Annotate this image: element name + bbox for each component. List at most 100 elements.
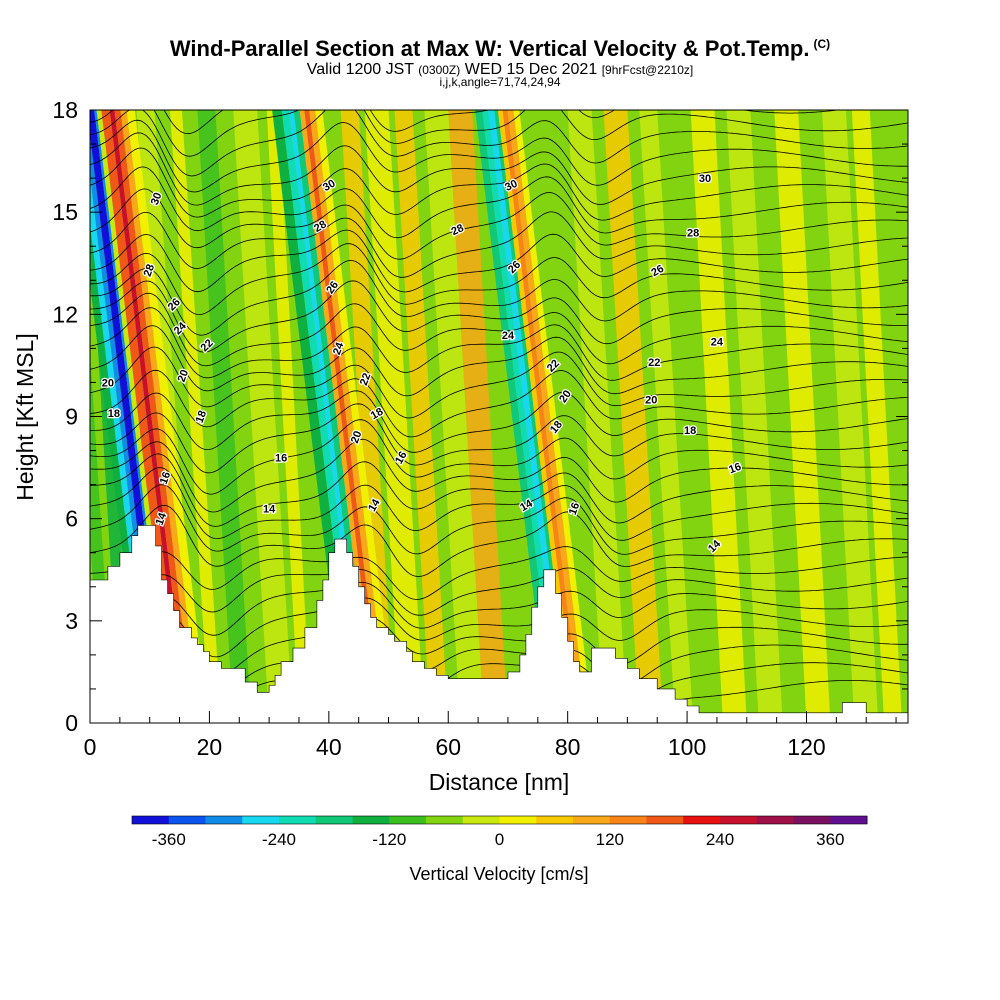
x-tick-label: 100	[668, 734, 706, 760]
velocity-band	[822, 110, 879, 723]
theta-contour	[90, 567, 908, 616]
contour-label-text: 30	[699, 173, 711, 185]
contour-label-text: 28	[142, 263, 157, 279]
theta-contour	[90, 325, 908, 397]
colorbar-swatch	[609, 816, 647, 824]
contour-label: 18	[107, 407, 122, 422]
contour-label: 20	[174, 367, 192, 385]
colorbar-swatch	[205, 816, 243, 824]
contour-label: 20	[644, 393, 659, 408]
contour-label-text: 16	[275, 452, 287, 464]
colorbar-swatch	[573, 816, 611, 824]
y-tick-label: 12	[52, 301, 78, 327]
y-tick-label: 18	[52, 97, 78, 123]
velocity-band	[101, 110, 184, 723]
theta-contour	[90, 243, 908, 316]
copyright-mark: (C)	[813, 36, 831, 51]
chart-subtitle: Valid 1200 JST (0300Z) WED 15 Dec 2021 […	[0, 61, 1000, 79]
theta-contour	[90, 369, 908, 438]
contour-label-text: 20	[349, 429, 364, 445]
y-axis-label: Height [Kft MSL]	[12, 333, 38, 500]
colorbar-tick-label: 360	[816, 830, 844, 849]
velocity-band	[851, 110, 903, 723]
theta-contour	[90, 132, 908, 206]
chart-title: Wind-Parallel Section at Max W: Vertical…	[0, 36, 1000, 62]
colorbar-tick-label: -120	[372, 830, 406, 849]
colorbar-tick-label: -240	[262, 830, 296, 849]
contour-label-text: 14	[263, 504, 276, 516]
colorbar-swatch	[315, 816, 353, 824]
contour-label-text: 20	[176, 368, 191, 384]
contour-label-text: 22	[358, 372, 373, 388]
theta-contour	[90, 453, 908, 527]
colorbar-swatch	[756, 816, 794, 824]
contour-label: 20	[101, 376, 116, 391]
velocity-band	[639, 110, 694, 723]
y-tick-label: 6	[65, 506, 78, 532]
colorbar-swatch	[132, 816, 170, 824]
theta-contour	[90, 119, 908, 193]
colorbar-swatch	[646, 816, 684, 824]
colorbar-swatch	[683, 816, 721, 824]
colorbar-swatch	[389, 816, 427, 824]
y-tick-label: 3	[65, 608, 78, 634]
colorbar-tick-label: 0	[495, 830, 504, 849]
contour-label-text: 18	[684, 425, 696, 437]
colorbar-swatch	[279, 816, 317, 824]
theta-contour	[90, 597, 908, 658]
contour-label: 14	[262, 502, 278, 517]
theta-contour	[90, 504, 908, 577]
theta-contour	[90, 403, 908, 474]
colorbar-tick-label: 120	[596, 830, 624, 849]
theta-contour	[90, 581, 908, 636]
theta-contour	[90, 438, 908, 513]
velocity-band	[197, 110, 252, 723]
theta-contour	[90, 147, 908, 221]
contour-label-text: 18	[108, 408, 120, 420]
contour-label-text: 16	[567, 501, 582, 517]
x-tick-label: 40	[316, 734, 342, 760]
colorbar-swatch	[242, 816, 280, 824]
contour-label: 14	[365, 495, 384, 515]
contour-label: 24	[501, 329, 517, 344]
theta-contour	[90, 110, 908, 177]
velocity-band	[726, 110, 783, 723]
contour-label: 30	[148, 190, 166, 208]
theta-contour	[90, 280, 908, 353]
velocity-band	[567, 110, 628, 723]
terrain-mask	[89, 525, 909, 724]
velocity-band	[126, 110, 209, 723]
velocity-band	[513, 110, 594, 723]
contour-label: 22	[647, 356, 662, 371]
subtitle-forecast: [9hrFcst@2210z]	[601, 63, 694, 77]
velocity-band	[774, 110, 831, 723]
colorbar-label: Vertical Velocity [cm/s]	[409, 864, 588, 884]
colorbar: -360 -240 -120 0 120 240 360	[131, 815, 868, 849]
theta-contour	[90, 390, 908, 453]
contour-label-text: 14	[154, 510, 170, 526]
colorbar-swatch	[536, 816, 574, 824]
theta-contour	[90, 229, 908, 293]
colorbar-tick-label: 240	[706, 830, 734, 849]
colorbar-tick-label: -360	[152, 830, 186, 849]
contour-label-text: 24	[502, 330, 515, 342]
x-tick-label: 80	[555, 734, 581, 760]
theta-contour	[90, 546, 908, 600]
velocity-band	[502, 110, 582, 723]
chart-title-text: Wind-Parallel Section at Max W: Vertical…	[169, 36, 810, 61]
velocity-band	[233, 110, 294, 723]
theta-contour	[90, 346, 908, 419]
contour-label: 20	[348, 428, 366, 446]
contour-label: 16	[726, 460, 744, 478]
colorbar-swatch	[720, 816, 758, 824]
contour-label: 28	[686, 226, 701, 241]
velocity-band	[507, 110, 588, 723]
colorbar-swatch	[793, 816, 831, 824]
theta-contours	[90, 110, 908, 718]
theta-contour	[90, 467, 908, 541]
contour-label-text: 24	[711, 337, 724, 349]
contour-label: 16	[274, 451, 289, 466]
colorbar-swatch	[168, 816, 206, 824]
velocity-band	[114, 110, 195, 723]
contour-label: 16	[157, 469, 175, 487]
